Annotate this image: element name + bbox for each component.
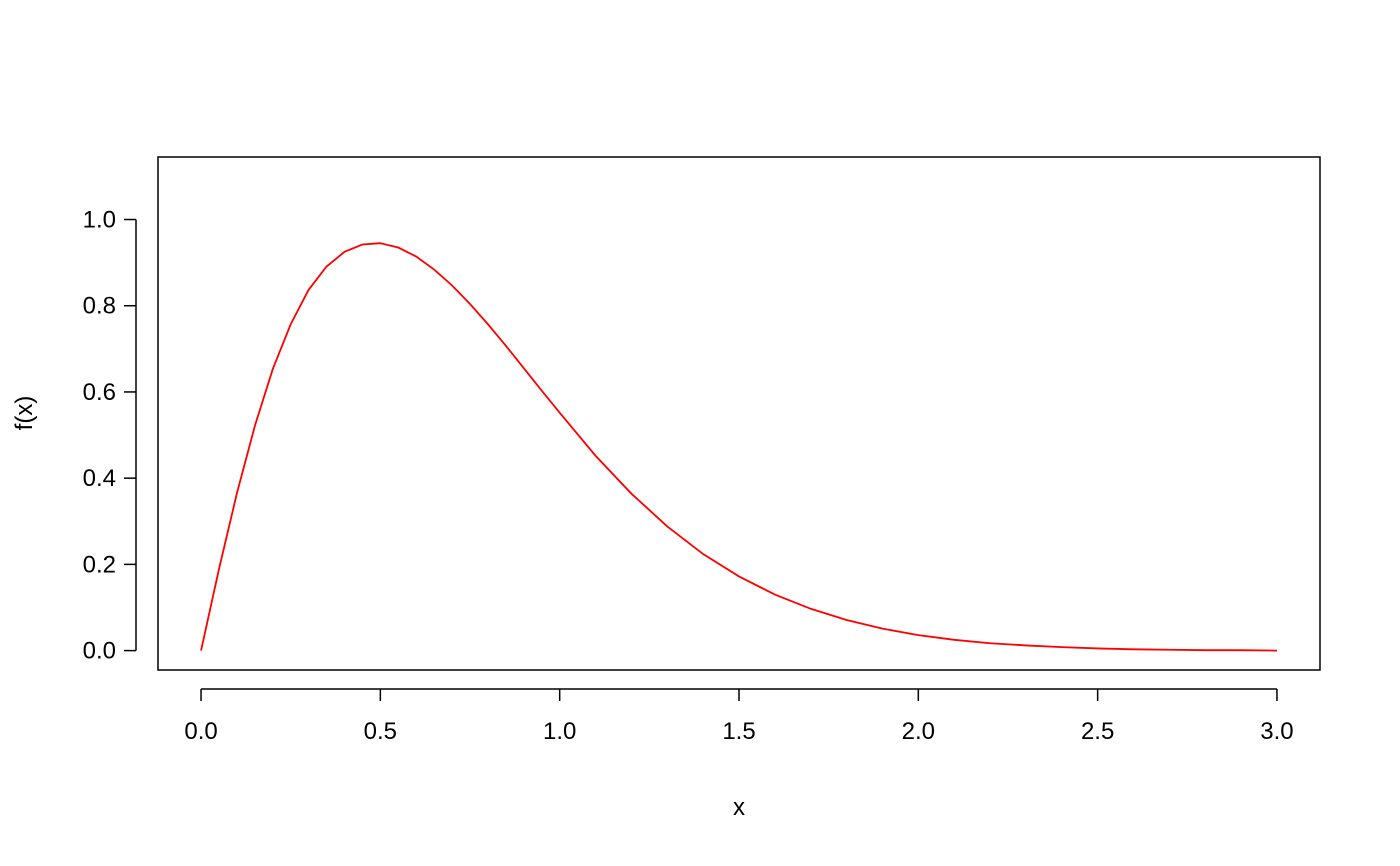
x-tick-label: 0.0 [184, 718, 217, 745]
density-curve [200, 242, 1277, 652]
x-tick-label: 1.0 [543, 718, 576, 745]
y-axis-label: f(x) [11, 396, 38, 431]
y-tick-label: 0.4 [83, 465, 116, 492]
y-tick-label: 1.0 [83, 207, 116, 234]
y-tick-label: 0.8 [83, 293, 116, 320]
y-tick-label: 0.6 [83, 379, 116, 406]
y-tick-label: 0.2 [83, 551, 116, 578]
y-axis: 0.0 0.2 0.4 0.6 0.8 1.0 [83, 207, 137, 665]
x-tick-label: 1.5 [722, 718, 755, 745]
x-tick-label: 0.5 [364, 718, 397, 745]
y-tick-label: 0.0 [83, 638, 116, 665]
plot-frame [157, 156, 1321, 671]
x-tick-label: 2.0 [902, 718, 935, 745]
x-tick-label: 3.0 [1260, 718, 1293, 745]
x-axis-label: x [733, 794, 745, 821]
x-axis: 0.0 0.5 1.0 1.5 2.0 2.5 3.0 [184, 688, 1294, 745]
x-tick-label: 2.5 [1081, 718, 1114, 745]
